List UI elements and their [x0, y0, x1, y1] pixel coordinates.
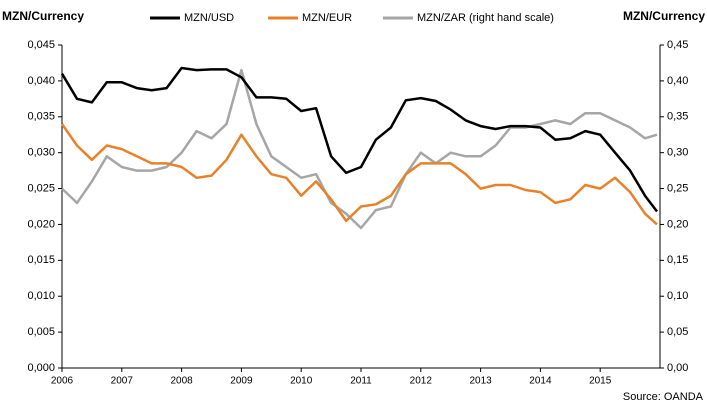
y2-tick-label: 0,05 — [667, 326, 688, 338]
x-tick-label: 2013 — [469, 376, 492, 387]
x-tick-label: 2008 — [170, 376, 193, 387]
y2-tick-label: 0,20 — [667, 218, 688, 230]
x-tick-label: 2014 — [529, 376, 552, 387]
x-tick-label: 2009 — [230, 376, 253, 387]
source: Source: OANDA — [623, 391, 704, 403]
y-tick-label: 0,035 — [27, 111, 55, 123]
y-tick-label: 0,040 — [27, 75, 55, 87]
x-tick-label: 2011 — [350, 376, 372, 387]
y2-tick-label: 0,35 — [667, 111, 688, 123]
y2-axis-label: MZN/Currency — [623, 9, 705, 23]
y2-tick-label: 0,25 — [667, 182, 688, 194]
legend-label: MZN/ZAR (right hand scale) — [417, 12, 554, 24]
x-tick-label: 2007 — [111, 376, 134, 387]
y-tick-label: 0,045 — [27, 39, 55, 51]
y2-tick-label: 0,30 — [667, 147, 688, 159]
legend-label: MZN/EUR — [302, 12, 352, 24]
x-tick-label: 2010 — [290, 376, 313, 387]
y-axis-label: MZN/Currency — [2, 9, 84, 23]
y2-tick-label: 0,45 — [667, 39, 688, 51]
y2-tick-label: 0,15 — [667, 254, 688, 266]
y2-tick-label: 0,40 — [667, 75, 688, 87]
series-line — [61, 68, 658, 230]
y2-tick-label: 0,10 — [667, 290, 688, 302]
y-tick-label: 0,015 — [27, 254, 55, 266]
series-line — [60, 123, 658, 226]
y-tick-label: 0,010 — [27, 290, 55, 302]
series-line — [60, 66, 658, 213]
x-tick-label: 2015 — [589, 376, 612, 387]
y2-tick-label: 0,00 — [667, 362, 688, 374]
x-tick-label: 2006 — [51, 376, 74, 387]
x-tick-label: 2012 — [410, 376, 433, 387]
y-tick-label: 0,000 — [27, 362, 55, 374]
y-tick-label: 0,020 — [27, 218, 55, 230]
legend-label: MZN/USD — [184, 12, 234, 24]
y-tick-label: 0,030 — [27, 147, 55, 159]
y-tick-label: 0,005 — [27, 326, 55, 338]
y-tick-label: 0,025 — [27, 182, 55, 194]
